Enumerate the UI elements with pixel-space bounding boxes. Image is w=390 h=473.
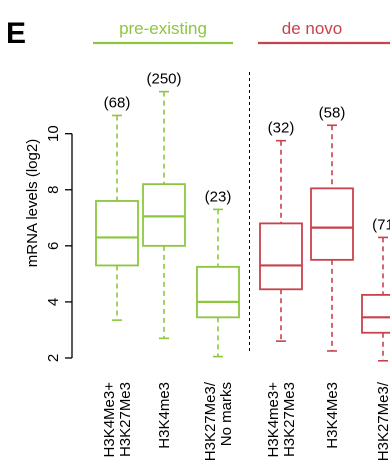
y-tick-label: 4: [45, 298, 62, 306]
box-iqr: [96, 201, 138, 265]
y-tick-label: 6: [45, 242, 62, 250]
y-tick-label: 8: [45, 186, 62, 194]
box-iqr: [362, 295, 390, 333]
count-label: (32): [268, 120, 295, 137]
category-label: H3K27Me3/: [375, 381, 390, 461]
category-label: H3K4Me3: [324, 382, 341, 449]
group-headers: pre-existing de novo: [93, 19, 390, 43]
category-label-line: H3K4me3+: [265, 382, 282, 458]
count-label: (58): [319, 104, 346, 121]
y-axis: 2 4 6 8 10: [45, 125, 72, 362]
category-label-line: H3K4me3: [156, 382, 173, 449]
category-labels: H3K4Me3+H3K27Me3 H3K4me3 H3K27Me3/No marks…: [101, 381, 390, 461]
y-tick-label: 10: [45, 125, 62, 142]
category-label-line: H3K27Me3: [281, 382, 298, 457]
group-label-de-novo: de novo: [282, 19, 343, 38]
category-label: H3K4Me3+H3K27Me3: [101, 382, 134, 458]
category-label-line: H3K4Me3+: [101, 382, 118, 458]
boxes: (68) (250) (23) (32) (58) (71: [96, 71, 390, 361]
box-2: (250): [143, 71, 185, 339]
category-label-line: H3K27Me3/: [375, 381, 390, 461]
count-label: (23): [205, 188, 232, 205]
box-3: (23): [197, 188, 239, 356]
category-label-line: H3K27Me3/: [202, 381, 219, 461]
count-label: (71: [372, 216, 390, 233]
panel-letter: E: [6, 17, 26, 50]
box-iqr: [311, 188, 353, 259]
box-5: (58): [311, 104, 353, 351]
category-label-line: H3K4Me3: [324, 382, 341, 449]
category-label: H3K27Me3/No marks: [202, 381, 235, 461]
box-6: (71: [362, 216, 390, 360]
category-label-line: H3K27Me3: [117, 382, 134, 457]
box-4: (32): [260, 120, 302, 341]
box-iqr: [143, 184, 185, 246]
category-label: H3K4me3: [156, 382, 173, 449]
category-label: H3K4me3+H3K27Me3: [265, 382, 298, 458]
category-label-line: No marks: [218, 382, 235, 446]
group-label-pre-existing: pre-existing: [119, 19, 207, 38]
box-1: (68): [96, 94, 138, 320]
count-label: (68): [104, 94, 131, 111]
y-tick-label: 2: [45, 354, 62, 362]
count-label: (250): [146, 71, 181, 88]
box-iqr: [260, 223, 302, 289]
box-iqr: [197, 267, 239, 317]
y-axis-label: mRNA levels (log2): [24, 139, 41, 267]
